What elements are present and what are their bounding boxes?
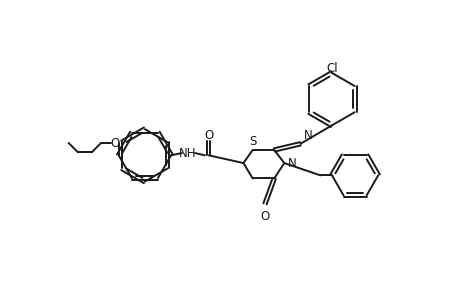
Text: O: O xyxy=(110,136,119,149)
Text: S: S xyxy=(248,135,256,148)
Text: O: O xyxy=(204,129,213,142)
Text: N: N xyxy=(303,129,313,142)
Text: N: N xyxy=(287,157,296,170)
Text: NH: NH xyxy=(179,146,196,160)
Text: O: O xyxy=(260,210,269,223)
Text: Cl: Cl xyxy=(325,62,337,75)
